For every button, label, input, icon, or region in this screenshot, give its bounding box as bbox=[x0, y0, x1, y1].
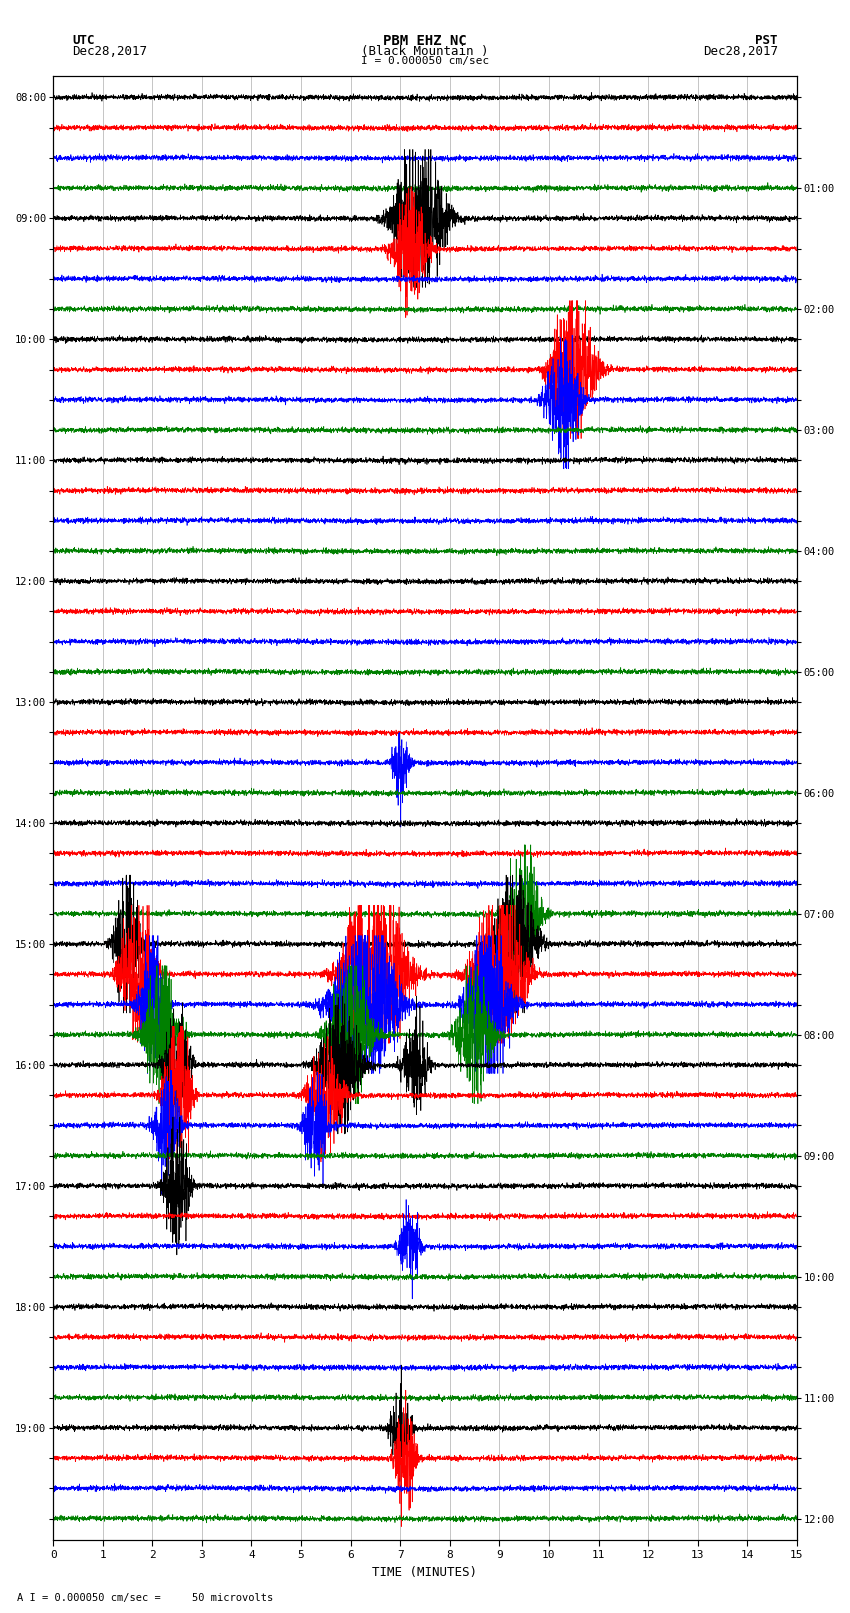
Text: Dec28,2017: Dec28,2017 bbox=[703, 45, 778, 58]
Text: I = 0.000050 cm/sec: I = 0.000050 cm/sec bbox=[361, 56, 489, 66]
Text: PST: PST bbox=[756, 34, 778, 47]
Text: PBM EHZ NC: PBM EHZ NC bbox=[383, 34, 467, 48]
Text: UTC: UTC bbox=[72, 34, 94, 47]
X-axis label: TIME (MINUTES): TIME (MINUTES) bbox=[372, 1566, 478, 1579]
Text: Dec28,2017: Dec28,2017 bbox=[72, 45, 147, 58]
Text: A I = 0.000050 cm/sec =     50 microvolts: A I = 0.000050 cm/sec = 50 microvolts bbox=[17, 1594, 273, 1603]
Text: (Black Mountain ): (Black Mountain ) bbox=[361, 45, 489, 58]
